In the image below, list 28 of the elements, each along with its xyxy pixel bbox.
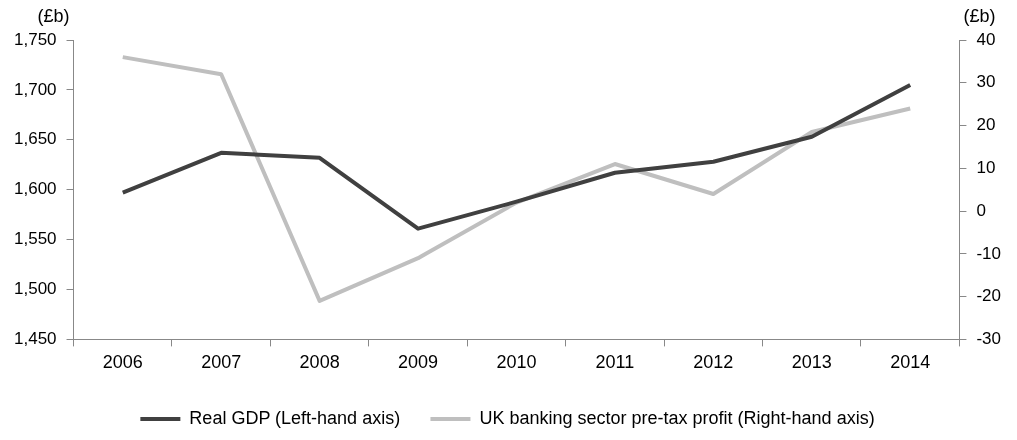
x-tick-label: 2011 <box>595 352 635 373</box>
y2-tick-label: -10 <box>976 243 1002 263</box>
x-tick-label: 2010 <box>496 352 537 373</box>
y-tick-label: 1,750 <box>13 29 57 49</box>
y-tick-label: 1,500 <box>13 279 57 299</box>
y-tick-label: 1,450 <box>13 329 57 349</box>
y-tick-label: 1,600 <box>13 179 57 199</box>
y2-axis-title: (£b) <box>963 5 996 26</box>
y2-tick-label: 20 <box>976 115 996 135</box>
legend-label: UK banking sector pre-tax profit (Right-hand axis) <box>479 407 875 428</box>
legend-label: Real GDP (Left-hand axis) <box>189 407 401 428</box>
y2-tick-label: -20 <box>976 286 1002 306</box>
y-axis-title: (£b) <box>37 5 70 26</box>
x-tick-label: 2013 <box>791 352 832 373</box>
x-tick-label: 2007 <box>201 352 242 373</box>
y-tick-label: 1,550 <box>13 229 57 249</box>
y2-tick-label: 30 <box>976 72 996 92</box>
x-tick-label: 2008 <box>299 352 340 373</box>
y2-tick-label: 40 <box>976 29 996 49</box>
x-tick-label: 2009 <box>398 352 439 373</box>
y2-tick-label: 10 <box>976 158 996 177</box>
x-tick-label: 2012 <box>693 352 734 373</box>
y-tick-label: 1,650 <box>13 129 57 149</box>
y2-tick-label: -30 <box>976 329 1002 349</box>
y2-tick-label: 0 <box>976 200 986 220</box>
x-tick-label: 2014 <box>890 352 931 373</box>
x-tick-label: 2006 <box>102 352 143 373</box>
y-tick-label: 1,700 <box>13 79 57 99</box>
